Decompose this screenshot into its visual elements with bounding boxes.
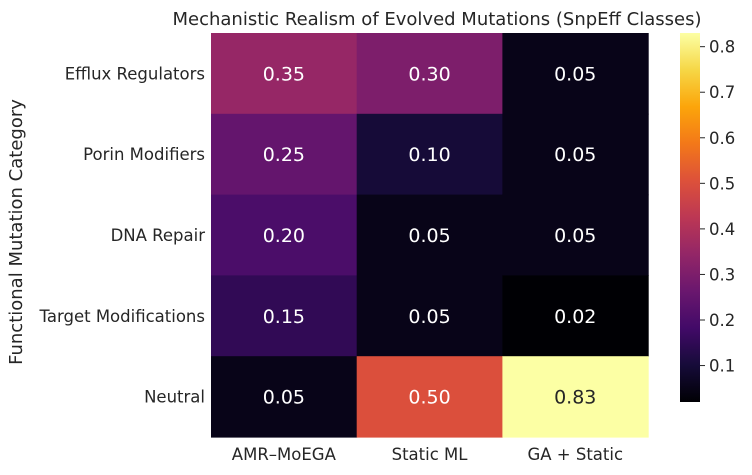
- heatmap-cell: [211, 356, 358, 438]
- column-label: GA + Static: [527, 445, 623, 464]
- cell-value-label: 0.05: [408, 306, 450, 328]
- y-axis-label: Functional Mutation Category: [6, 99, 27, 365]
- heatmap-cell: [211, 194, 358, 276]
- colorbar: [680, 33, 700, 402]
- row-label: Target Modifications: [39, 307, 205, 326]
- column-label: AMR–MoEGA: [232, 445, 337, 464]
- heatmap-cell: [502, 113, 649, 196]
- colorbar-ticks: 0.1 0.2 0.3 0.4 0.5 0.6 0.7 0.8: [700, 38, 735, 376]
- column-label: Static ML: [392, 445, 469, 464]
- cell-value-label: 0.30: [408, 63, 450, 85]
- row-label: Neutral: [144, 388, 205, 407]
- heatmap-cell: [211, 33, 358, 115]
- row-label: Porin Modifiers: [83, 145, 205, 164]
- colorbar-tick-label: 0.8: [709, 38, 735, 57]
- heatmap-cell: [502, 194, 649, 276]
- colorbar-tick-label: 0.1: [709, 357, 735, 376]
- cell-value-label: 0.35: [263, 63, 305, 85]
- heatmap-cell: [502, 33, 649, 115]
- row-label: DNA Repair: [111, 226, 206, 245]
- heatmap-cell: [502, 275, 649, 357]
- cell-value-label: 0.05: [263, 387, 305, 409]
- heatmap-cell: [356, 356, 503, 438]
- heatmap-cells: 0.35 0.30 0.05 0.25 0.10 0.05 0.20 0.05 0.05 0.15…: [211, 33, 649, 438]
- heatmap-cell: [356, 33, 503, 115]
- colorbar-tick-label: 0.6: [709, 129, 735, 148]
- colorbar-tick-label: 0.5: [709, 174, 735, 193]
- heatmap-cell: [211, 275, 358, 357]
- cell-value-label: 0.05: [554, 225, 596, 247]
- row-label: Efflux Regulators: [65, 64, 205, 83]
- heatmap-cell: [356, 113, 503, 196]
- colorbar-tick-label: 0.3: [709, 265, 735, 284]
- cell-value-label: 0.25: [263, 144, 305, 166]
- y-tick-labels: Efflux Regulators Porin Modifiers DNA Repa…: [39, 64, 206, 406]
- x-tick-labels: AMR–MoEGA Static ML GA + Static: [232, 445, 623, 464]
- colorbar-tick-label: 0.7: [709, 83, 735, 102]
- cell-value-label: 0.02: [554, 306, 596, 328]
- cell-value-label: 0.50: [408, 387, 450, 409]
- cell-value-label: 0.20: [263, 225, 305, 247]
- cell-value-label: 0.05: [554, 63, 596, 85]
- colorbar-tick-label: 0.2: [709, 311, 735, 330]
- cell-value-label: 0.05: [408, 225, 450, 247]
- cell-value-label: 0.05: [554, 144, 596, 166]
- cell-value-label: 0.10: [408, 144, 450, 166]
- chart-title: Mechanistic Realism of Evolved Mutations…: [172, 9, 701, 30]
- heatmap-cell: [356, 194, 503, 276]
- cell-value-label: 0.83: [554, 387, 596, 409]
- cell-value-label: 0.15: [263, 306, 305, 328]
- heatmap-cell: [211, 113, 358, 196]
- heatmap-cell: [356, 275, 503, 357]
- colorbar-tick-label: 0.4: [709, 220, 735, 239]
- heatmap-cell: [502, 356, 649, 438]
